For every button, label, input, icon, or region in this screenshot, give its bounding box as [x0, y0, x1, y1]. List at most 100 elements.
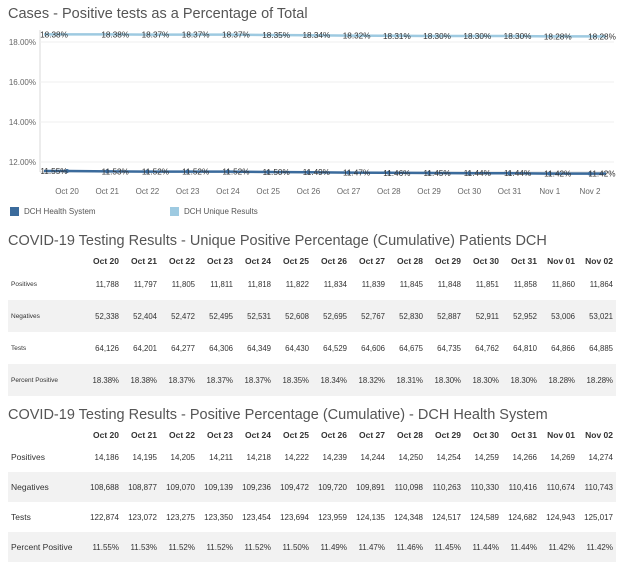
line-chart: 18.00% 16.00% 14.00% 12.00% Oct 20 Oct 21 Oct …	[9, 30, 616, 196]
table-cell: 11.47%	[350, 532, 388, 562]
table-row: Positives 14,186 14,195 14,205 14,211 14,218 1…	[8, 442, 616, 472]
table-cell: 11.49%	[312, 532, 350, 562]
legend-label-unique-results: DCH Unique Results	[184, 207, 258, 216]
table-cell: 64,606	[361, 343, 385, 353]
data-point	[65, 169, 69, 173]
table-cell: 11,822	[285, 279, 309, 289]
column-header: Nov 02	[585, 256, 613, 266]
table-cell: 52,608	[274, 300, 312, 332]
table-cell: 11,788	[95, 279, 119, 289]
table-cell: 53,021	[578, 300, 616, 332]
table-cell: 109,472	[274, 472, 312, 502]
column-header: Oct 23	[207, 430, 233, 440]
column-header: Oct 29	[435, 430, 461, 440]
data-label: 18.31%	[383, 32, 411, 41]
data-label: 11.42%	[544, 170, 571, 179]
column-header: Oct 21	[131, 256, 157, 266]
data-label: 11.42%	[588, 170, 615, 179]
table-cell: 11,848	[437, 279, 461, 289]
data-label: 11.52%	[222, 168, 249, 177]
table-cell: 14,244	[360, 452, 385, 462]
data-label: 11.50%	[263, 168, 290, 177]
table2-title: COVID-19 Testing Results - Positive Perc…	[8, 407, 548, 423]
table-cell: 11,811	[210, 279, 233, 289]
data-label: 11.49%	[303, 168, 330, 177]
table-cell: 124,589	[470, 512, 499, 522]
data-point	[547, 171, 552, 176]
column-header: Oct 26	[321, 430, 347, 440]
data-label: 18.37%	[222, 31, 250, 40]
table-cell: 18.28%	[578, 364, 616, 396]
x-tick-label: Oct 31	[498, 187, 522, 196]
data-label: 18.30%	[504, 32, 532, 41]
data-label: 11.53%	[102, 167, 129, 176]
data-label: 18.28%	[588, 32, 616, 41]
x-tick-label: Oct 22	[136, 187, 160, 196]
row-label: Percent Positive	[8, 532, 84, 562]
table-cell: 64,810	[513, 343, 537, 353]
table-cell: 52,911	[464, 300, 502, 332]
table-cell: 123,072	[128, 512, 157, 522]
table-cell: 64,866	[551, 343, 575, 353]
table-cell: 14,239	[322, 452, 347, 462]
table-cell: 124,348	[394, 512, 423, 522]
table-cell: 11.50%	[274, 532, 312, 562]
table-cell: 110,098	[388, 472, 426, 502]
table-cell: 64,735	[437, 343, 461, 353]
table-cell: 18.37%	[236, 364, 274, 396]
table-cell: 52,695	[312, 300, 350, 332]
table-cell: 11.44%	[464, 532, 502, 562]
data-point	[306, 170, 311, 175]
table-cell: 110,263	[426, 472, 464, 502]
legend-item-health-system[interactable]: DCH Health System	[10, 207, 96, 216]
table-cell: 14,254	[436, 452, 461, 462]
table-cell: 122,874	[90, 512, 119, 522]
data-label: 18.37%	[182, 31, 210, 40]
table-cell: 109,139	[198, 472, 236, 502]
table-cell: 109,236	[236, 472, 274, 502]
table-cell: 109,720	[312, 472, 350, 502]
legend-item-unique-results[interactable]: DCH Unique Results	[170, 207, 258, 216]
table-cell: 109,070	[160, 472, 198, 502]
table-cell: 11.42%	[540, 532, 578, 562]
legend-swatch-health-system	[10, 207, 19, 216]
table-cell: 108,877	[122, 472, 160, 502]
table-cell: 124,135	[356, 512, 385, 522]
data-label: 18.30%	[463, 32, 491, 41]
table-cell: 64,762	[475, 343, 499, 353]
table-cell: 11,864	[589, 279, 613, 289]
table-cell: 11,839	[361, 279, 385, 289]
header-corner	[8, 428, 84, 442]
x-tick-label: Nov 2	[580, 187, 601, 196]
x-tick-label: Nov 1	[539, 187, 560, 196]
table-cell: 11.52%	[236, 532, 274, 562]
chart-title: Cases - Positive tests as a Percentage o…	[8, 6, 308, 22]
table-cell: 123,694	[280, 512, 309, 522]
table-cell: 110,743	[578, 472, 616, 502]
table-cell: 11.55%	[84, 532, 122, 562]
column-header: Oct 27	[359, 430, 385, 440]
table-cell: 11.52%	[160, 532, 198, 562]
legend-label-health-system: DCH Health System	[24, 207, 96, 216]
column-header: Oct 24	[245, 430, 271, 440]
table2-header-row: Oct 20 Oct 21 Oct 22 Oct 23 Oct 24 Oct 25 Oct …	[8, 428, 616, 442]
column-header: Oct 29	[435, 256, 461, 266]
data-label: 11.47%	[343, 169, 370, 178]
table-cell: 64,430	[285, 343, 309, 353]
column-header: Oct 21	[131, 430, 157, 440]
data-label: 11.52%	[182, 168, 209, 177]
table-row: Negatives 52,338 52,404 52,472 52,495 52,531 5…	[8, 300, 616, 332]
table-row: Positives 11,788 11,797 11,805 11,811 11,818 1…	[8, 268, 616, 300]
series-line-0	[44, 169, 606, 175]
data-label: 11.46%	[383, 169, 410, 178]
row-label: Positives	[11, 452, 46, 462]
data-label: 11.44%	[504, 169, 531, 178]
table-cell: 11,851	[475, 279, 499, 289]
column-header: Oct 23	[207, 256, 233, 266]
table-cell: 18.31%	[388, 364, 426, 396]
x-tick-label: Oct 20	[55, 187, 79, 196]
table-row: Negatives 108,688 108,877 109,070 109,139 109…	[8, 472, 616, 502]
data-point	[105, 169, 110, 174]
data-point	[145, 169, 150, 174]
table-row: Percent Positive 18.38% 18.38% 18.37% 18.37%…	[8, 364, 616, 396]
